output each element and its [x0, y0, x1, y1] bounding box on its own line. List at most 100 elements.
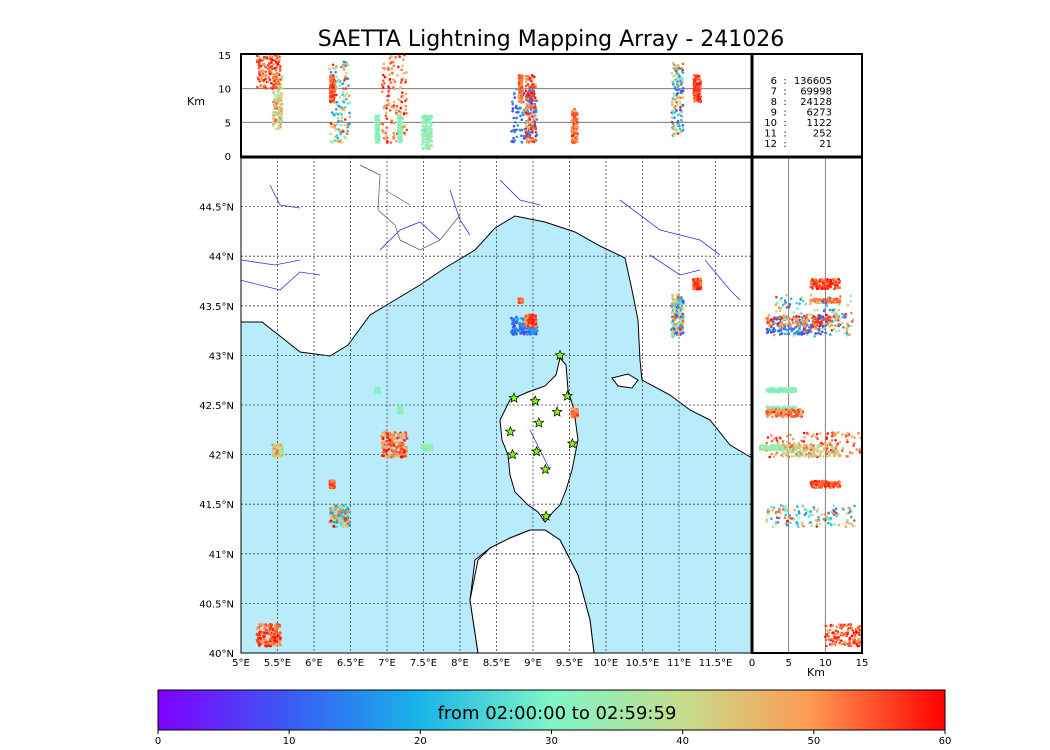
altitude-source-point	[338, 111, 342, 115]
side-source-point	[795, 301, 798, 305]
side-source-point	[823, 308, 826, 312]
lightning-source-point	[382, 441, 386, 445]
altitude-source-point	[421, 147, 425, 150]
lightning-source-point	[680, 302, 683, 306]
corsica-island	[499, 356, 579, 523]
altitude-source-point	[678, 75, 682, 78]
altitude-source-point	[391, 71, 394, 75]
altitude-source-point	[271, 58, 275, 62]
altitude-source-point	[342, 60, 345, 64]
altitude-source-point	[696, 98, 699, 102]
side-source-point	[815, 287, 819, 291]
altitude-source-point	[515, 135, 519, 139]
lma-station-marker	[504, 425, 516, 437]
altitude-source-point	[520, 81, 524, 84]
lightning-source-point	[329, 508, 333, 512]
altitude-source-point	[388, 87, 391, 90]
lightning-source-point	[387, 442, 391, 446]
altitude-source-point	[342, 108, 345, 112]
altitude-source-point	[388, 56, 392, 60]
altitude-source-point	[397, 98, 400, 101]
side-source-point	[772, 437, 776, 441]
side-source-point	[816, 308, 819, 312]
altitude-source-point	[422, 130, 426, 134]
altitude-source-point	[332, 88, 336, 92]
side-source-point	[798, 302, 801, 306]
lightning-source-point	[383, 445, 387, 448]
point-count: 24128	[800, 97, 832, 108]
side-source-point	[779, 306, 782, 310]
altitude-source-point	[260, 76, 264, 80]
altitude-source-point	[427, 142, 431, 146]
altitude-source-point	[392, 121, 396, 125]
side-source-point	[811, 320, 815, 323]
lightning-source-point	[675, 331, 679, 335]
side-source-point	[779, 437, 782, 440]
altitude-source-point	[329, 75, 332, 79]
lightning-source-point	[534, 327, 538, 331]
side-source-point	[852, 442, 856, 445]
lightning-source-point	[395, 436, 399, 440]
altitude-source-point	[514, 121, 517, 124]
side-source-point	[788, 303, 792, 306]
altitude-source-point	[531, 140, 535, 143]
altitude-source-point	[574, 129, 577, 132]
altitude-source-point	[672, 132, 675, 136]
altitude-gridlines	[241, 88, 752, 123]
altitude-source-point	[696, 86, 699, 89]
side-source-point	[777, 329, 780, 333]
altitude-source-point	[677, 82, 680, 85]
lightning-source-point	[519, 326, 523, 330]
station-count-box: 6:1366057:699988:241289:627310:112211:25…	[752, 54, 862, 157]
lightning-source-point	[574, 411, 578, 415]
altitude-source-point	[529, 136, 532, 140]
side-source-point	[825, 304, 829, 307]
lightning-source-point	[513, 324, 516, 328]
altitude-source-point	[681, 126, 685, 130]
side-source-point	[832, 327, 836, 331]
side-source-point	[834, 324, 837, 327]
side-source-point	[824, 441, 827, 445]
side-source-point	[830, 439, 834, 442]
side-source-point	[812, 433, 815, 437]
altitude-source-point	[348, 115, 352, 119]
side-source-point	[814, 316, 817, 320]
altitude-source-point	[531, 120, 535, 124]
altitude-source-point	[261, 72, 265, 75]
altitude-source-point	[271, 72, 275, 76]
side-source-point	[844, 313, 848, 316]
altitude-source-point	[377, 137, 381, 141]
lightning-source-point	[332, 524, 336, 528]
side-source-point	[837, 315, 841, 319]
lightning-source-point	[265, 628, 269, 632]
lightning-source-point	[343, 525, 346, 529]
lightning-points	[255, 277, 703, 648]
altitude-source-point	[674, 128, 678, 132]
lightning-source-point	[520, 329, 524, 333]
altitude-source-point	[695, 91, 698, 94]
side-source-point	[801, 299, 805, 303]
altitude-source-point	[338, 84, 342, 87]
altitude-source-point	[421, 141, 425, 144]
altitude-source-point	[524, 109, 527, 112]
side-source-point	[837, 308, 840, 312]
lightning-source-point	[388, 453, 392, 457]
altitude-source-point	[516, 124, 520, 127]
altitude-source-point	[279, 114, 282, 117]
altitude-source-point	[571, 134, 574, 137]
altitude-source-point	[427, 127, 431, 131]
side-source-point	[831, 319, 834, 323]
side-source-point	[780, 317, 783, 320]
lightning-source-point	[672, 308, 676, 312]
lightning-source-point	[681, 315, 685, 319]
side-source-point	[781, 319, 784, 322]
altitude-source-point	[335, 112, 338, 115]
side-source-point	[826, 432, 829, 435]
altitude-source-point	[274, 119, 277, 123]
altitude-source-point	[376, 135, 380, 138]
latitude-tick-label: 40°N	[209, 649, 234, 660]
point-count: 6273	[807, 108, 832, 119]
altitude-source-point	[399, 81, 403, 84]
altitude-source-point	[521, 74, 524, 77]
altitude-source-point	[515, 116, 518, 120]
